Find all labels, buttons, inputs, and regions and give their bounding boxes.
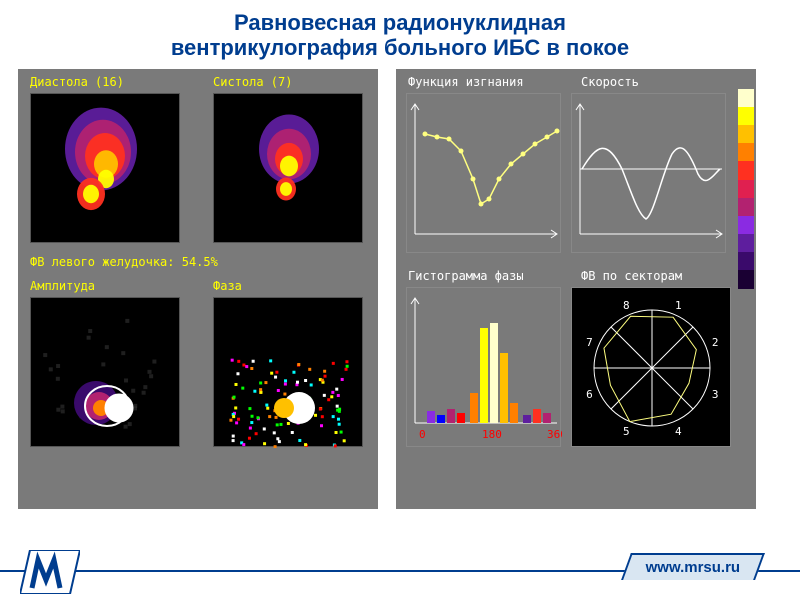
systole-label: Систола (7) bbox=[213, 75, 292, 89]
scintigraphy-panel: Диастола (16) Систола (7) ФВ левого желу… bbox=[18, 69, 378, 509]
sector-ef-label: ФВ по секторам bbox=[581, 269, 682, 283]
svg-text:0: 0 bbox=[419, 428, 426, 441]
diastole-image bbox=[30, 93, 180, 243]
charts-panel: Функция изгнания Скорость Гистограмма фа… bbox=[396, 69, 756, 509]
systole-image bbox=[213, 93, 363, 243]
slide-title: Равновесная радионуклидная вентрикулогра… bbox=[0, 0, 800, 69]
color-scale-bar bbox=[738, 89, 754, 289]
mrsu-logo-icon bbox=[20, 550, 80, 594]
diastole-label: Диастола (16) bbox=[30, 75, 124, 89]
svg-text:6: 6 bbox=[586, 388, 593, 401]
svg-text:7: 7 bbox=[586, 336, 593, 349]
content-row: Диастола (16) Систола (7) ФВ левого желу… bbox=[0, 69, 800, 509]
svg-text:2: 2 bbox=[712, 336, 719, 349]
footer-url: www.mrsu.ru bbox=[645, 559, 739, 576]
svg-text:180: 180 bbox=[482, 428, 502, 441]
ejection-chart bbox=[406, 93, 561, 253]
ejection-function-label: Функция изгнания bbox=[408, 75, 524, 89]
slide-footer: www.mrsu.ru bbox=[0, 544, 800, 600]
svg-text:5: 5 bbox=[623, 424, 630, 437]
svg-text:360: 360 bbox=[547, 428, 562, 441]
title-line-1: Равновесная радионуклидная bbox=[234, 10, 566, 35]
phase-histogram-chart: 0 180 360 bbox=[406, 287, 561, 447]
title-line-2: вентрикулография больного ИБС в покое bbox=[171, 35, 629, 60]
amplitude-label: Амплитуда bbox=[30, 279, 95, 293]
velocity-chart bbox=[571, 93, 726, 253]
histogram-label: Гистограмма фазы bbox=[408, 269, 524, 283]
footer-url-tab: www.mrsu.ru bbox=[621, 553, 765, 580]
sector-polar-chart: 1 2 3 4 5 6 7 8 bbox=[571, 287, 731, 447]
amplitude-image bbox=[30, 297, 180, 447]
phase-label: Фаза bbox=[213, 279, 242, 293]
ef-value-label: ФВ левого желудочка: 54.5% bbox=[30, 255, 218, 269]
svg-text:3: 3 bbox=[712, 388, 719, 401]
svg-text:8: 8 bbox=[623, 299, 630, 312]
phase-image bbox=[213, 297, 363, 447]
svg-text:1: 1 bbox=[675, 299, 682, 312]
svg-text:4: 4 bbox=[675, 424, 682, 437]
velocity-label: Скорость bbox=[581, 75, 639, 89]
